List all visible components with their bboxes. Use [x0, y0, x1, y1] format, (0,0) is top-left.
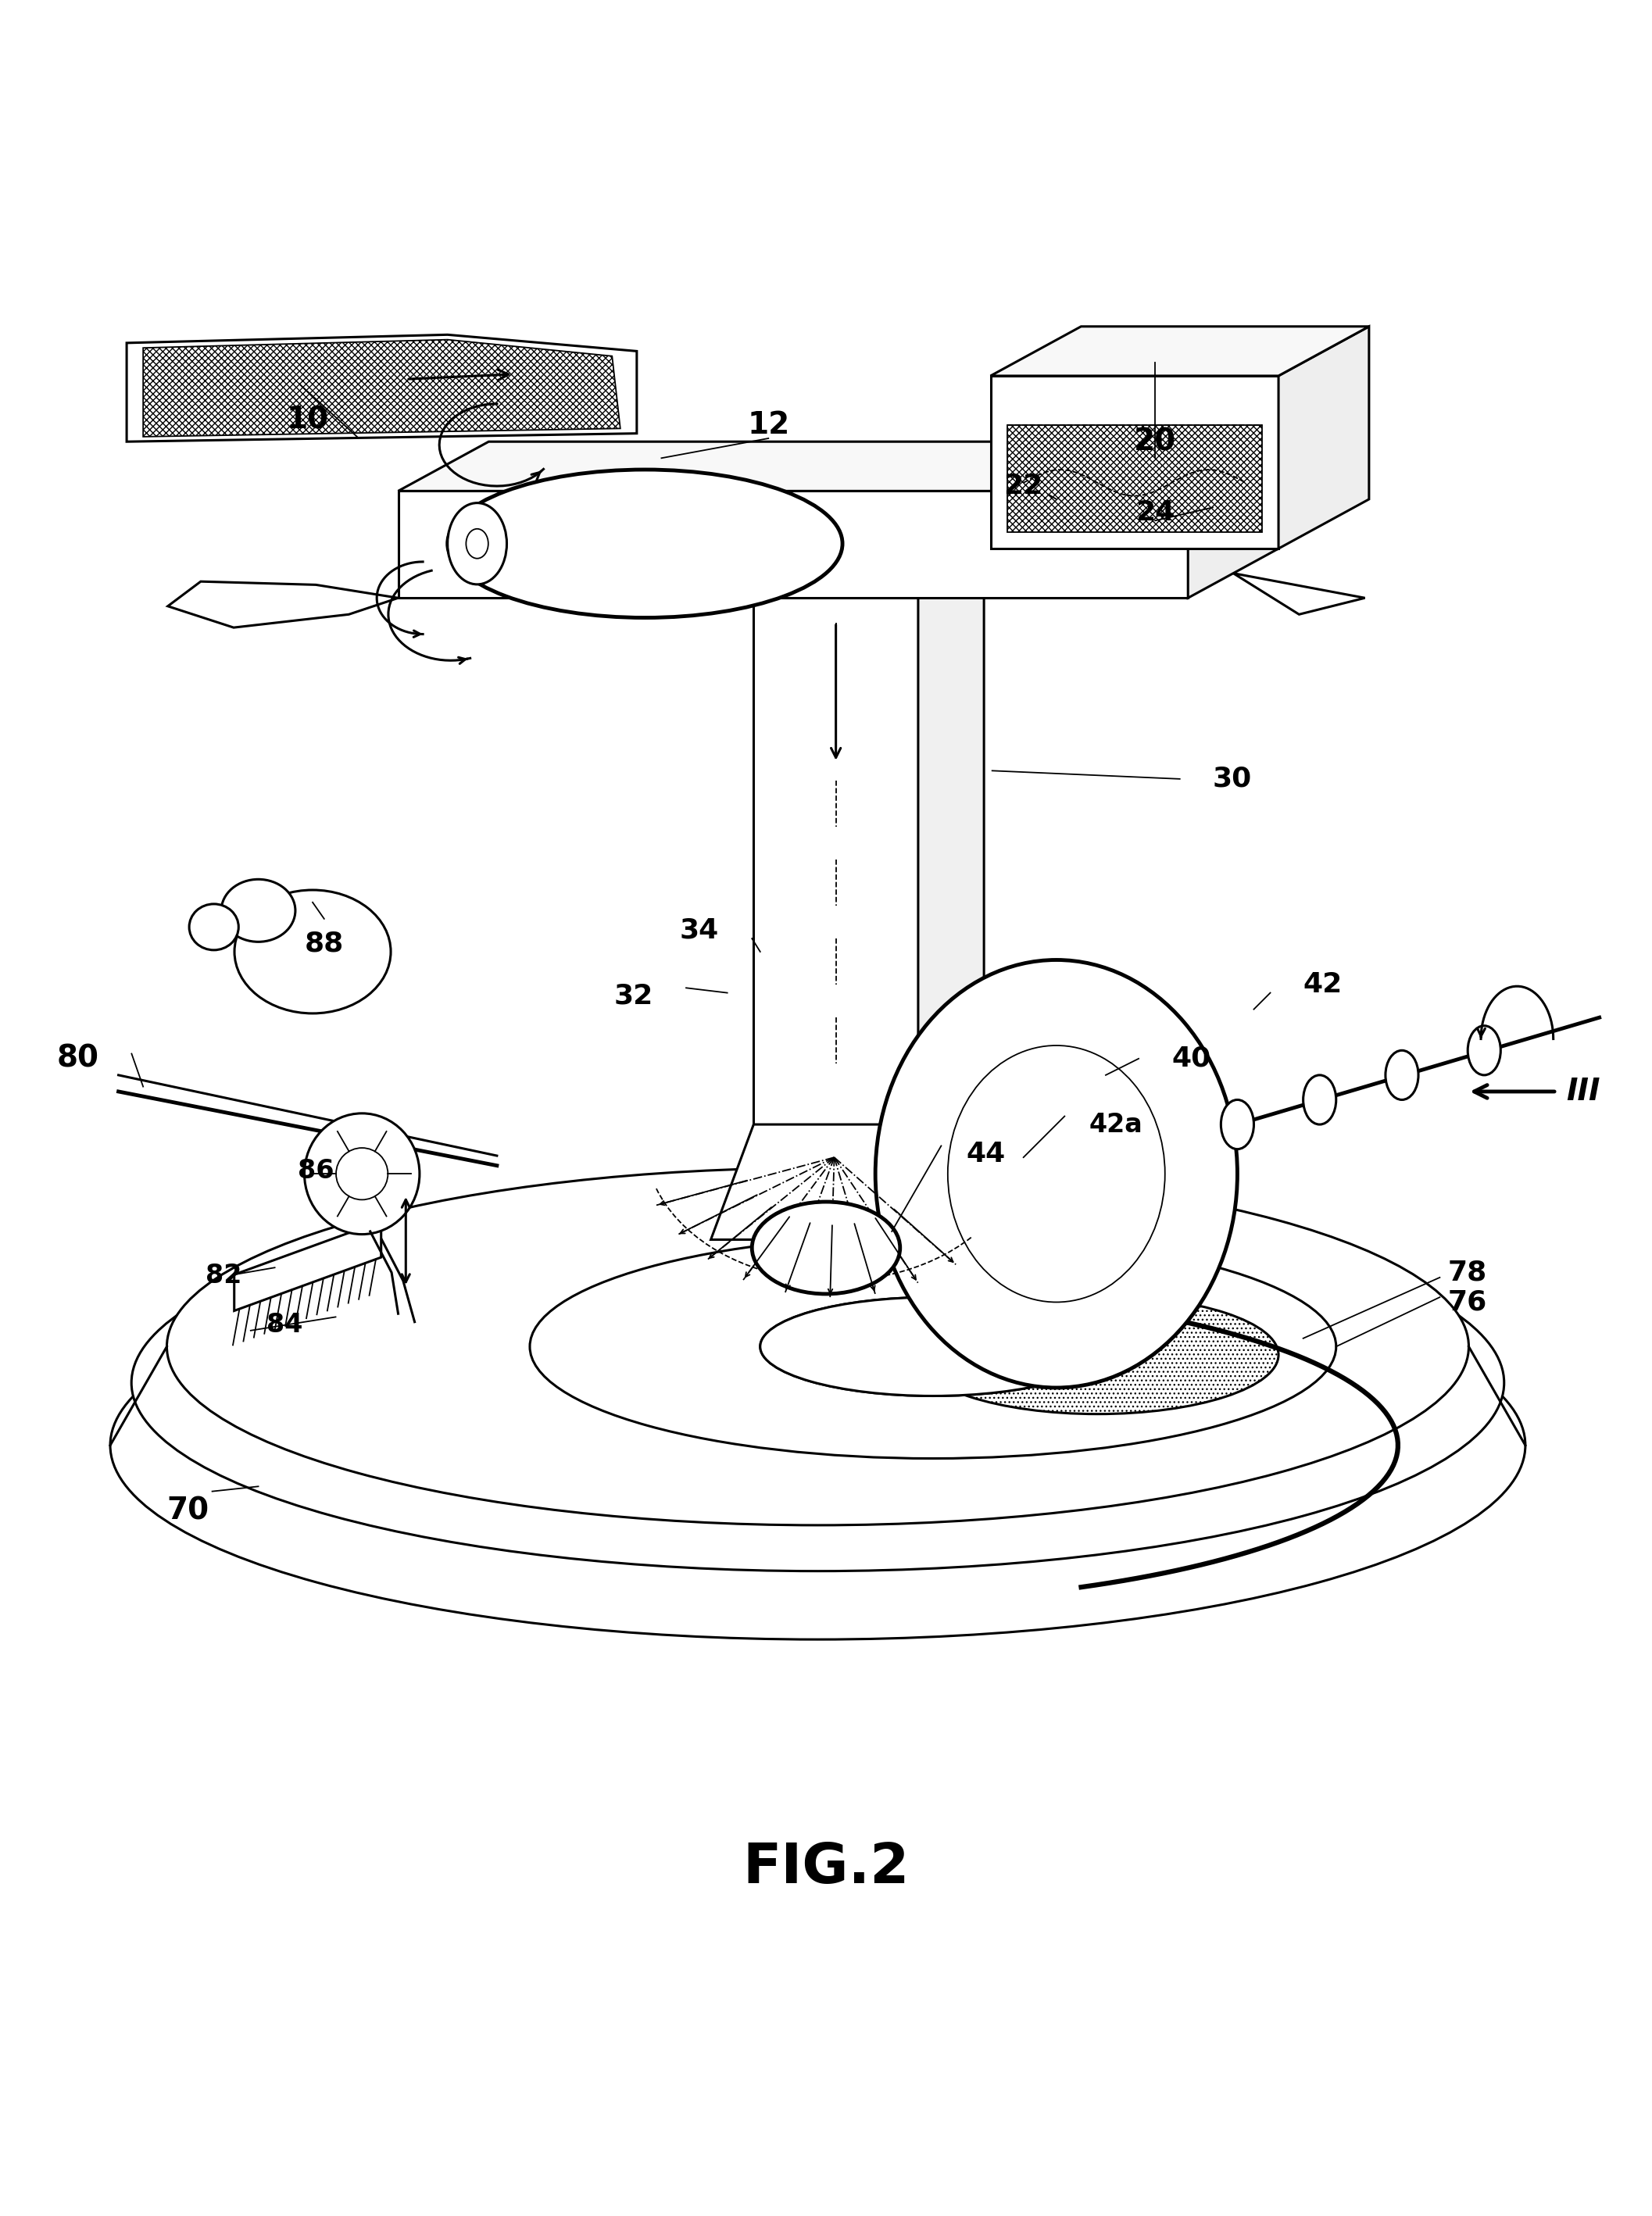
Text: 42a: 42a — [1089, 1112, 1143, 1137]
Ellipse shape — [1303, 1075, 1336, 1124]
Ellipse shape — [752, 1201, 900, 1294]
Polygon shape — [398, 492, 1188, 598]
Ellipse shape — [1221, 1099, 1254, 1150]
Polygon shape — [1279, 326, 1370, 550]
Ellipse shape — [917, 1296, 1279, 1414]
Ellipse shape — [335, 1148, 388, 1199]
Text: 80: 80 — [56, 1044, 99, 1073]
Ellipse shape — [448, 503, 507, 585]
Ellipse shape — [1386, 1050, 1419, 1099]
Polygon shape — [991, 377, 1279, 550]
Polygon shape — [753, 512, 985, 550]
Polygon shape — [169, 581, 398, 627]
Text: 40: 40 — [1171, 1046, 1211, 1073]
Polygon shape — [127, 335, 636, 441]
Text: 44: 44 — [966, 1141, 1004, 1168]
Text: 78: 78 — [1449, 1259, 1487, 1285]
Ellipse shape — [111, 1252, 1525, 1640]
Ellipse shape — [190, 904, 238, 951]
Text: 10: 10 — [286, 406, 329, 434]
Ellipse shape — [760, 1296, 1105, 1396]
Ellipse shape — [221, 880, 296, 942]
Text: III: III — [1566, 1077, 1601, 1106]
Ellipse shape — [235, 891, 392, 1013]
Text: 88: 88 — [304, 931, 344, 957]
Polygon shape — [991, 326, 1370, 377]
Ellipse shape — [466, 530, 489, 558]
Polygon shape — [1008, 425, 1262, 532]
Text: 20: 20 — [1133, 428, 1176, 456]
Text: 84: 84 — [266, 1312, 302, 1338]
Text: 42: 42 — [1303, 971, 1343, 997]
Ellipse shape — [167, 1168, 1469, 1525]
Ellipse shape — [876, 960, 1237, 1387]
Polygon shape — [919, 1088, 1021, 1239]
Polygon shape — [919, 512, 985, 1124]
Text: 30: 30 — [1213, 767, 1252, 791]
Text: 12: 12 — [747, 410, 790, 441]
Text: 22: 22 — [1004, 472, 1042, 499]
Text: FIG.2: FIG.2 — [743, 1841, 909, 1895]
Polygon shape — [398, 441, 1279, 492]
Ellipse shape — [304, 1112, 420, 1234]
Text: 86: 86 — [297, 1157, 334, 1183]
Text: 70: 70 — [167, 1496, 208, 1527]
Text: 76: 76 — [1449, 1290, 1487, 1316]
Ellipse shape — [132, 1194, 1503, 1571]
Polygon shape — [1188, 441, 1279, 598]
Polygon shape — [235, 1221, 382, 1312]
Polygon shape — [144, 339, 620, 437]
Ellipse shape — [1467, 1026, 1500, 1075]
Ellipse shape — [530, 1234, 1336, 1458]
Text: 34: 34 — [679, 917, 719, 944]
Ellipse shape — [448, 470, 843, 618]
Polygon shape — [753, 550, 919, 1124]
Text: 32: 32 — [615, 984, 653, 1010]
Polygon shape — [710, 1124, 975, 1239]
Text: 24: 24 — [1135, 499, 1175, 525]
Text: 82: 82 — [205, 1263, 241, 1290]
Polygon shape — [1234, 574, 1365, 614]
Ellipse shape — [760, 1296, 1105, 1396]
